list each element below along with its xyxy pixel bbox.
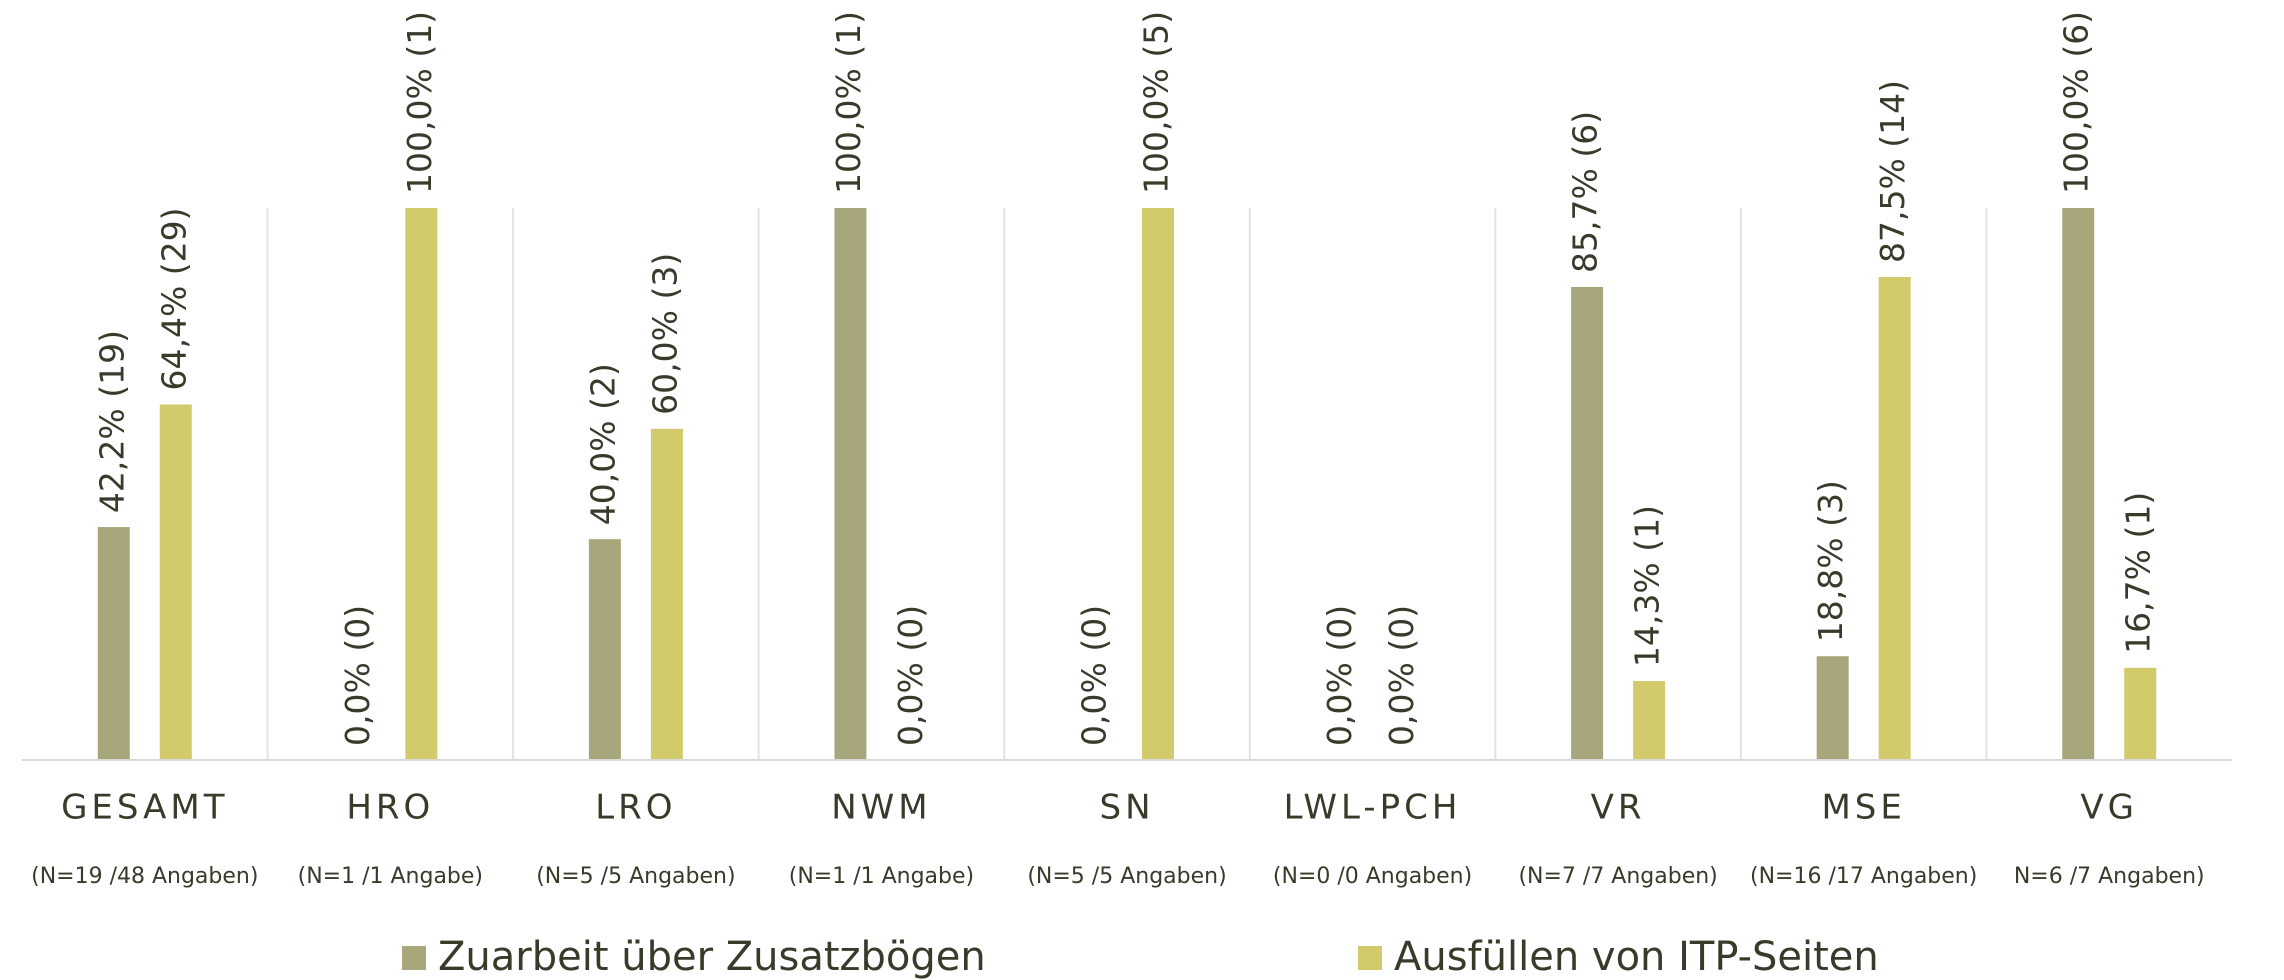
value-label: 42,2% (19): [92, 330, 131, 513]
category-note: (N=5 /5 Angaben): [536, 864, 735, 889]
value-label: 100,0% (5): [1137, 11, 1176, 194]
value-label: 0,0% (0): [1075, 605, 1114, 746]
bar: [405, 208, 438, 760]
legend-label: Ausfüllen von ITP-Seiten: [1394, 934, 1879, 980]
legend-swatch: [402, 946, 426, 970]
value-label: 40,0% (2): [583, 363, 622, 525]
bar: [159, 404, 192, 760]
value-label: 0,0% (0): [1382, 605, 1421, 746]
category-label: GESAMT: [61, 788, 228, 828]
category-note: (N=0 /0 Angaben): [1273, 864, 1472, 889]
bar: [1142, 208, 1174, 760]
value-label: 60,0% (3): [645, 253, 684, 415]
category-note: (N=7 /7 Angaben): [1518, 864, 1717, 889]
category-note: (N=1 /1 Angabe): [789, 864, 974, 889]
category-note: (N=19 /48 Angaben): [31, 864, 258, 889]
bar: [1633, 681, 1666, 760]
value-label: 0,0% (0): [891, 605, 930, 746]
value-label: 100,0% (6): [2057, 11, 2096, 194]
bar: [97, 527, 130, 760]
bar: [1571, 286, 1604, 760]
category-label: LWL-PCH: [1284, 788, 1462, 828]
category-note: (N=5 /5 Angaben): [1027, 864, 1226, 889]
category-label: LRO: [595, 788, 676, 828]
bar: [588, 539, 621, 760]
value-label: 85,7% (6): [1566, 111, 1605, 273]
bar: [2062, 208, 2095, 760]
value-label: 87,5% (14): [1873, 80, 1912, 263]
category-label: SN: [1099, 788, 1154, 828]
category-label: VG: [2080, 788, 2138, 828]
value-label: 0,0% (0): [1320, 605, 1359, 746]
category-note: (N=16 /17 Angaben): [1750, 864, 1977, 889]
value-label: 18,8% (3): [1811, 480, 1850, 642]
bar: [1816, 656, 1849, 760]
value-label: 64,4% (29): [154, 207, 193, 390]
category-note: (N=1 /1 Angabe): [298, 864, 483, 889]
value-label: 100,0% (1): [829, 11, 868, 194]
value-label: 16,7% (1): [2119, 492, 2158, 654]
category-label: HRO: [346, 788, 434, 828]
legend-swatch: [1358, 946, 1382, 970]
category-label: MSE: [1821, 788, 1905, 828]
legend-label: Zuarbeit über Zusatzbögen: [438, 934, 986, 980]
category-label: VR: [1591, 788, 1646, 828]
category-label: NWM: [831, 788, 931, 828]
bar: [834, 208, 867, 760]
bar: [1878, 277, 1911, 760]
value-label: 100,0% (1): [400, 11, 439, 194]
value-label: 14,3% (1): [1628, 505, 1667, 667]
value-label: 0,0% (0): [338, 605, 377, 746]
bar: [2124, 667, 2157, 760]
category-note: N=6 /7 Angaben): [2014, 864, 2205, 889]
bar: [650, 428, 683, 760]
